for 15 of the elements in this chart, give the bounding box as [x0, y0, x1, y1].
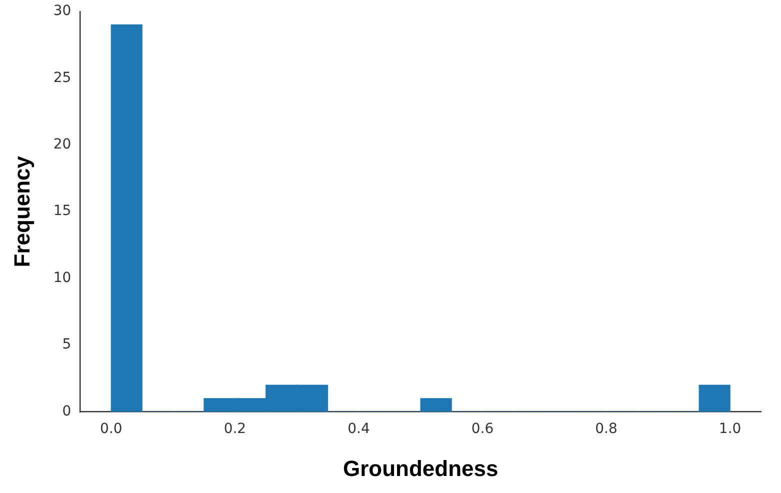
x-tick-label: 0.0	[100, 420, 122, 437]
x-axis-title: Groundedness	[342, 456, 498, 481]
x-tick-label: 0.2	[224, 420, 246, 437]
x-tick-label: 0.8	[595, 420, 618, 437]
y-tick-label: 10	[53, 270, 72, 286]
y-tick-label: 30	[53, 3, 72, 20]
y-axis-title: Frequency	[9, 155, 34, 268]
x-tick-label: 0.4	[348, 420, 370, 437]
y-tick-label: 5	[62, 336, 72, 353]
y-tick-label: 20	[53, 136, 72, 153]
x-tick-label: 0.6	[471, 420, 494, 437]
y-tick-label: 15	[53, 203, 72, 220]
y-tick-label: 0	[62, 403, 72, 420]
x-tick-label: 1.0	[718, 420, 742, 437]
y-tick-label: 25	[53, 70, 72, 86]
